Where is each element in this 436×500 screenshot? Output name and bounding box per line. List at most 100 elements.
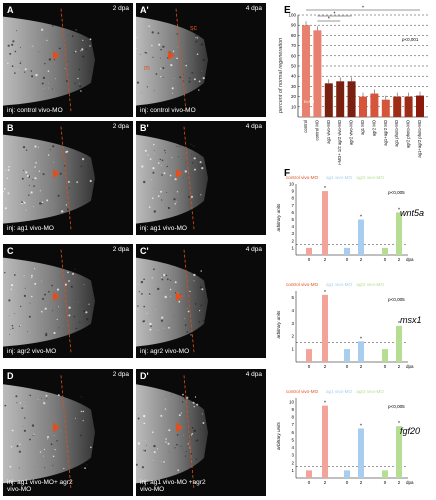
y-tick-label: 4 [291,224,294,229]
bar [348,81,356,117]
x-tick-label: 0 [308,257,311,262]
injection-label: inj: ag1 vivo-MO [140,225,187,232]
y-tick-label: 8 [291,415,294,420]
bar [322,191,328,255]
y-tick-label: 1 [291,468,294,473]
x-tick-label: 2 [324,257,327,262]
panel-label: A' [140,5,149,15]
n-label: n=50 [304,99,315,104]
panel-label: C' [140,246,149,256]
panel-label: A [7,5,14,15]
bar [336,81,344,117]
injection-label: inj: ag1 vivo-MO [7,225,54,232]
y-tick-label: 2 [291,460,294,465]
sc-label: sc [190,25,197,32]
bar [306,248,312,255]
y-tick-label: 4 [291,445,294,450]
significance-star: * [334,12,336,18]
bar [358,341,364,362]
x-tick-label: 0 [384,364,387,369]
y-tick-label: 7 [291,422,294,427]
x-tick-label: agr2 vivo-MO [349,119,354,145]
significance-star: * [328,17,330,23]
y-tick-label: 2 [291,334,294,339]
x-tick-label: 0 [346,364,349,369]
bar [306,470,312,478]
bar [382,248,388,255]
panel-label: D [7,371,14,381]
y-tick-label: 1 [291,245,294,250]
panel-label: C [7,246,14,256]
y-tick-label: 3 [291,231,294,236]
legend-entry: control vivo-MO [286,175,319,180]
significance-star: * [360,215,362,221]
y-tick-label: 40 [291,74,297,79]
legend-entry: agr2 vivo-MO [356,282,384,287]
x-tick-label: 2 [324,480,327,485]
micrograph-c-prime: C' 4 dpa inj: agr2 vivo-MO [136,244,266,358]
p-value: p<0,001 [402,37,419,42]
y-tick-label: 6 [291,430,294,435]
dpa-label: 4 dpa [246,371,262,378]
dpa-label: 4 dpa [246,246,262,253]
y-tick-label: 100 [288,13,296,18]
bar [322,295,328,362]
dpa-label: 2 dpa [113,371,129,378]
injection-label: inj: ag1 vivo-MO+ agr2 vivo-MO [7,479,85,493]
panel-label: B' [140,123,149,133]
x-tick-label: 2 [360,480,363,485]
significance-star: * [360,423,362,429]
legend-entry: control vivo-MO [286,389,319,394]
bar [370,94,378,117]
bar [393,97,401,117]
x-tick-label: ag1+agr2 photo-MO [417,119,422,157]
x-tick-label: 2 [360,257,363,262]
panel-f-charts: control vivo-MO ag1 vivo-MO agr2 vivo-MO 1 2… [272,168,434,498]
y-tick-label: 80 [291,33,297,38]
x-tick-label: 2 [360,364,363,369]
panel-e: E 10 20 30 40 50 60 70 80 90 100 control control MO… [272,5,434,165]
dpa-label: 2 dpa [113,246,129,253]
bar [325,83,333,117]
bar [396,326,402,362]
y-tick-label: 8 [291,196,294,201]
x-tick-label: control [303,120,308,133]
bar [358,220,364,256]
injection-label: inj: control vivo-MO [7,107,63,114]
y-tick-label: 10 [291,104,297,109]
significance-star: * [360,336,362,342]
gene-label: fgf20 [400,426,420,436]
bar [382,349,388,362]
x-tick-label: ag1 vivo-MO+ 1/2 agr2 vivo-MO [337,119,342,165]
x-tick-label: 2 [324,364,327,369]
y-tick-label: 2 [291,238,294,243]
bar [405,97,413,117]
injection-label: inj: ag1 vivo-MO +agr2 vivo-MO [140,479,218,493]
y-tick-label: 6 [291,210,294,215]
panel-f: F control vivo-MO ag1 vivo-MO agr2 vivo-MO… [272,168,434,498]
micrograph-d-prime: D' 4 dpa inj: ag1 vivo-MO +agr2 vivo-MO [136,369,266,496]
injection-label: inj: agr2 vivo-MO [7,348,56,355]
y-tick-label: 5 [291,295,294,300]
bar [344,248,350,255]
x-tick-label: 2 [398,364,401,369]
x-tick-label: ag1 vivo-MO [326,119,331,143]
y-tick-label: 3 [291,321,294,326]
legend-entry: control vivo-MO [286,282,319,287]
legend-entry: ag1 vivo-MO [326,389,352,394]
y-axis-label: arbitrary units [276,310,281,339]
panel-e-ylabel: percent of normal regeneration [278,38,284,113]
injection-label: inj: agr2 vivo-MO [140,348,189,355]
x-tick-label: agr2 MO [371,119,376,136]
x-tick-label: ag1 MO [360,119,365,135]
y-tick-label: 3 [291,453,294,458]
panel-e-chart: 102030405060708090100control control MO ag… [272,5,434,165]
bar [358,428,364,478]
gene-label: msx1 [400,315,422,325]
y-tick-label: 9 [291,189,294,194]
significance-star: * [362,6,364,12]
y-tick-label: 60 [291,53,297,58]
dpa-label: 4 dpa [246,123,262,130]
dpa-label: 4 dpa [246,5,262,12]
x-tick-label: 2 [398,480,401,485]
